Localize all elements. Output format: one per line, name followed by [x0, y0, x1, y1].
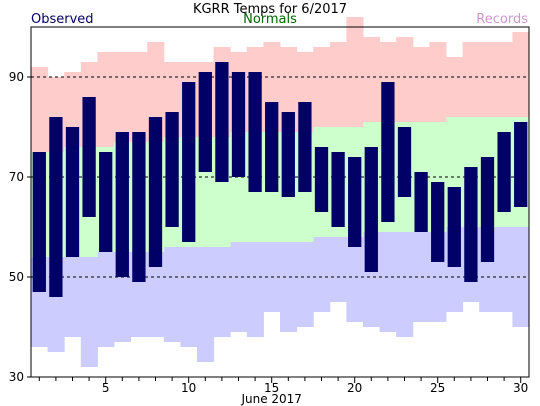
- observed-bar: [65, 127, 80, 257]
- record-low-band: [296, 242, 314, 327]
- observed-bar: [497, 132, 511, 212]
- observed-bar: [132, 132, 146, 282]
- observed-bar: [364, 147, 378, 272]
- y-tick-label: 50: [9, 270, 24, 284]
- record-low-band: [213, 247, 231, 337]
- observed-bar: [148, 117, 163, 267]
- observed-bar: [381, 82, 395, 222]
- record-low-band: [280, 242, 298, 332]
- record-low-band: [379, 232, 397, 332]
- axis-tick-labels: 5 10 15 20 25 30 30 50 70 90: [9, 70, 529, 395]
- observed-bar: [182, 82, 196, 242]
- y-tick-label: 70: [9, 170, 24, 184]
- observed-bar: [265, 102, 279, 192]
- observed-bar: [314, 147, 329, 212]
- observed-bar: [248, 72, 262, 192]
- chart-title: KGRR Temps for 6/2017: [192, 2, 348, 17]
- record-high-band: [280, 47, 298, 132]
- record-high-band: [313, 47, 331, 127]
- record-low-band: [346, 237, 364, 322]
- record-low-band: [495, 227, 513, 312]
- observed-bar: [99, 152, 113, 252]
- x-tick-label: 25: [430, 381, 445, 395]
- observed-bar: [464, 167, 478, 282]
- record-low-band: [396, 232, 414, 337]
- record-low-band: [80, 257, 98, 367]
- record-high-band: [512, 32, 530, 117]
- x-tick-label: 5: [102, 381, 110, 395]
- observed-bar: [198, 72, 212, 172]
- observed-bar: [82, 97, 96, 217]
- plot-frame: [30, 26, 530, 378]
- legend-observed: Observed: [31, 12, 94, 27]
- record-low-band: [147, 252, 165, 337]
- observed-bar: [348, 157, 362, 247]
- record-high-band: [462, 42, 480, 117]
- record-high-band: [130, 52, 148, 142]
- observed-bar: [281, 112, 295, 197]
- observed-bar: [298, 102, 312, 192]
- record-high-band: [329, 42, 347, 127]
- observed-bar: [165, 112, 179, 227]
- record-low-bands: [31, 227, 530, 367]
- legend-normals: Normals: [243, 12, 297, 27]
- observed-bar: [331, 152, 345, 227]
- record-low-band: [197, 247, 215, 362]
- record-low-band: [163, 247, 181, 342]
- observed-bar: [480, 157, 495, 262]
- x-tick-label: 30: [513, 381, 528, 395]
- record-high-band: [446, 57, 464, 117]
- observed-bar: [49, 117, 63, 297]
- observed-bar: [231, 72, 246, 177]
- record-high-band: [495, 42, 513, 117]
- record-high-band: [412, 47, 430, 122]
- x-tick-label: 10: [181, 381, 196, 395]
- record-high-band: [31, 67, 49, 152]
- record-high-band: [479, 42, 497, 117]
- record-low-band: [313, 237, 331, 312]
- observed-bar: [514, 122, 528, 207]
- observed-bar: [32, 152, 46, 292]
- x-tick-label: 15: [264, 381, 279, 395]
- observed-bar: [397, 127, 412, 197]
- record-low-band: [329, 237, 347, 302]
- x-axis-label: June 2017: [240, 392, 302, 406]
- record-low-band: [97, 252, 115, 347]
- grid-lines: [31, 76, 529, 278]
- record-high-band: [97, 52, 115, 147]
- record-low-band: [64, 257, 82, 337]
- record-high-band: [396, 37, 414, 122]
- observed-bar: [115, 132, 129, 277]
- record-high-band: [114, 52, 132, 142]
- observed-bars: [32, 62, 528, 297]
- observed-bar: [215, 62, 229, 182]
- observed-bar: [414, 172, 428, 232]
- axis-ticks: [27, 76, 522, 383]
- record-high-band: [346, 17, 364, 127]
- y-tick-label: 30: [9, 370, 24, 384]
- record-low-band: [512, 227, 530, 327]
- record-low-band: [246, 242, 264, 337]
- record-low-band: [180, 247, 198, 347]
- observed-bar: [447, 187, 461, 267]
- legend-records: Records: [476, 12, 528, 27]
- record-low-band: [230, 242, 248, 332]
- x-tick-label: 20: [347, 381, 362, 395]
- record-high-band: [429, 42, 447, 122]
- observed-bar: [431, 182, 445, 262]
- y-tick-label: 90: [9, 70, 24, 84]
- record-high-band: [363, 37, 381, 122]
